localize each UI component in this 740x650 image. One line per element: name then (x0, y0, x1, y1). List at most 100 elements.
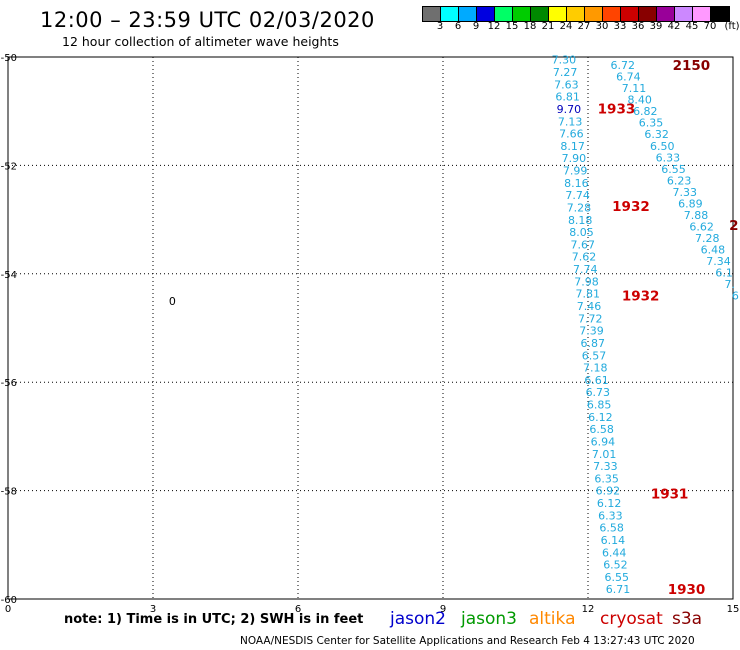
swh-value: 6.55 (604, 571, 629, 584)
pass-time-label: 1930 (668, 582, 706, 598)
colorbar-swatch (711, 7, 729, 21)
swh-value: 6.35 (639, 117, 664, 130)
y-tick-label: -56 (1, 378, 17, 389)
swh-value: 6.71 (606, 583, 631, 596)
swh-value: 7.18 (583, 362, 608, 375)
pass-time-label: 1933 (598, 101, 636, 117)
legend-cryosat: cryosat (600, 609, 663, 629)
swh-value: 6.50 (650, 140, 675, 153)
colorbar-swatch (657, 7, 675, 21)
pass-time-label: 2150 (673, 58, 711, 74)
colorbar-swatch (567, 7, 585, 21)
colorbar-swatch (549, 7, 567, 21)
colorbar-label: 21 (541, 21, 555, 32)
swh-value: 7.13 (558, 115, 583, 128)
colorbar-label: 15 (505, 21, 519, 32)
y-tick-label: -60 (1, 595, 17, 606)
swh-value: 8.40 (627, 94, 652, 107)
swh-value: 7.46 (577, 300, 602, 313)
swh-value: 7.33 (593, 460, 618, 473)
legend-jason3: jason3 (461, 609, 517, 629)
swh-value: 6.72 (611, 59, 636, 72)
swh-value: 6.85 (587, 399, 612, 412)
colorbar-swatch (603, 7, 621, 21)
swh-value: 6.12 (588, 411, 613, 424)
colorbar-swatch (441, 7, 459, 21)
colorbar-label: 36 (631, 21, 645, 32)
pass-time-label: 2 (729, 218, 738, 234)
colorbar-label: 24 (559, 21, 573, 32)
swh-value: 7.28 (695, 232, 720, 245)
swh-value: 7.74 (573, 263, 598, 276)
colorbar-swatch (423, 7, 441, 21)
legend-altika: altika (529, 609, 576, 629)
swh-value: 6.48 (701, 243, 726, 256)
swh-value: 6.33 (656, 151, 681, 164)
swh-value: 7.28 (567, 201, 592, 214)
x-tick-label: 6 (295, 604, 301, 615)
colorbar-swatch (585, 7, 603, 21)
swh-value: 8.16 (564, 177, 589, 190)
swh-value: 6.32 (644, 128, 669, 141)
swh-value: 7.66 (559, 128, 584, 141)
y-tick-label: -52 (1, 161, 17, 172)
swh-value: 6 (732, 289, 739, 302)
swh-value: 7.67 (570, 238, 595, 251)
colorbar-swatch (639, 7, 657, 21)
swh-value: 6.33 (598, 509, 623, 522)
swh-value: 6.73 (586, 386, 611, 399)
swh-value: 6.35 (594, 472, 619, 485)
colorbar-label: (ft) (724, 21, 740, 32)
swh-value: 6.81 (555, 91, 580, 104)
swh-value: 7.99 (563, 165, 588, 178)
swh-value: 6.57 (582, 349, 607, 362)
colorbar-swatch (477, 7, 495, 21)
swh-value: 7.30 (552, 54, 577, 67)
swh-value: 7.01 (592, 448, 617, 461)
credit-line: NOAA/NESDIS Center for Satellite Applica… (240, 635, 695, 647)
colorbar-label: 45 (685, 21, 699, 32)
legend-s3a: s3a (672, 609, 703, 629)
colorbar-label: 12 (487, 21, 501, 32)
swh-value: 7.34 (706, 255, 731, 268)
x-tick-label: 3 (150, 604, 156, 615)
swh-value: 6.94 (591, 435, 616, 448)
wave-height-colorbar (422, 6, 730, 22)
colorbar-swatch (513, 7, 531, 21)
swh-value: 6.23 (667, 174, 692, 187)
colorbar-label: 70 (703, 21, 717, 32)
y-tick-label: -54 (1, 270, 17, 281)
swh-value: 6.62 (689, 220, 714, 233)
y-tick-label: -58 (1, 487, 17, 498)
pass-time-label: 1931 (651, 486, 689, 502)
colorbar-swatch (531, 7, 549, 21)
swh-value: 6.44 (602, 546, 627, 559)
swh-value: 7.62 (572, 251, 597, 264)
swh-value: 6.61 (584, 374, 609, 387)
footer-note: note: 1) Time is in UTC; 2) SWH is in fe… (64, 612, 364, 627)
swh-value: 7.11 (622, 82, 647, 95)
swh-value: 6.1 (715, 266, 733, 279)
swh-value: 6.12 (597, 497, 622, 510)
pass-time-label: 1932 (622, 288, 660, 304)
colorbar-label: 18 (523, 21, 537, 32)
swh-value: 6.55 (661, 163, 686, 176)
colorbar-swatch (459, 7, 477, 21)
swh-value: 6.52 (603, 559, 628, 572)
x-tick-label: 0 (5, 604, 11, 615)
swh-value: 6.87 (581, 337, 606, 350)
swh-value: 7.27 (553, 66, 578, 79)
swh-value: 6.58 (599, 522, 624, 535)
x-tick-label: 9 (440, 604, 446, 615)
x-tick-label: 15 (727, 604, 740, 615)
colorbar-label: 33 (613, 21, 627, 32)
swh-value: 7.74 (565, 189, 590, 202)
colorbar-label: 39 (649, 21, 663, 32)
swh-value: 6.58 (589, 423, 614, 436)
swh-value: 7. (725, 278, 736, 291)
swh-value: 6.92 (596, 485, 621, 498)
swh-value: 7.81 (576, 288, 601, 301)
colorbar-label: 6 (454, 21, 462, 32)
swh-value: 7.88 (684, 209, 709, 222)
